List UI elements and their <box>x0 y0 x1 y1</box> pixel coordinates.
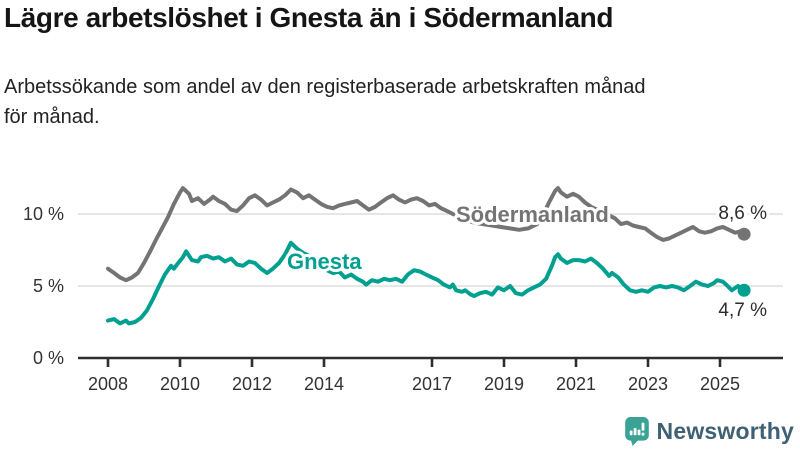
newsworthy-icon <box>624 417 649 446</box>
series-label-gnesta: Gnesta <box>287 249 362 274</box>
x-tick-label: 2010 <box>160 374 200 394</box>
series-label-södermanland: Södermanland <box>456 202 609 227</box>
series-endpoint-södermanland <box>737 227 751 241</box>
subtitle-line-2: för månad. <box>4 106 100 128</box>
x-tick-label: 2008 <box>88 374 128 394</box>
chart-subtitle: Arbetssökande som andel av den registerb… <box>4 72 646 132</box>
y-tick-label: 5 % <box>33 276 64 296</box>
end-value-label-gnesta: 4,7 % <box>718 300 767 321</box>
x-tick-label: 2025 <box>700 374 740 394</box>
x-tick-label: 2019 <box>484 374 524 394</box>
x-tick-label: 2023 <box>628 374 668 394</box>
subtitle-line-1: Arbetssökande som andel av den registerb… <box>4 76 646 98</box>
y-tick-label: 10 % <box>23 204 64 224</box>
end-value-label-södermanland: 8,6 % <box>718 203 767 224</box>
y-tick-label: 0 % <box>33 348 64 368</box>
series-endpoint-gnesta <box>737 283 751 297</box>
x-tick-label: 2017 <box>412 374 452 394</box>
x-tick-label: 2021 <box>556 374 596 394</box>
x-tick-label: 2012 <box>232 374 272 394</box>
newsworthy-logo: Newsworthy <box>624 417 794 446</box>
series-line-södermanland <box>106 186 747 283</box>
brand-wordmark: Newsworthy <box>656 418 794 444</box>
series-line-gnesta <box>106 240 747 326</box>
page-title: Lägre arbetslöshet i Gnesta än i Söderma… <box>4 2 614 33</box>
x-tick-label: 2014 <box>304 374 344 394</box>
